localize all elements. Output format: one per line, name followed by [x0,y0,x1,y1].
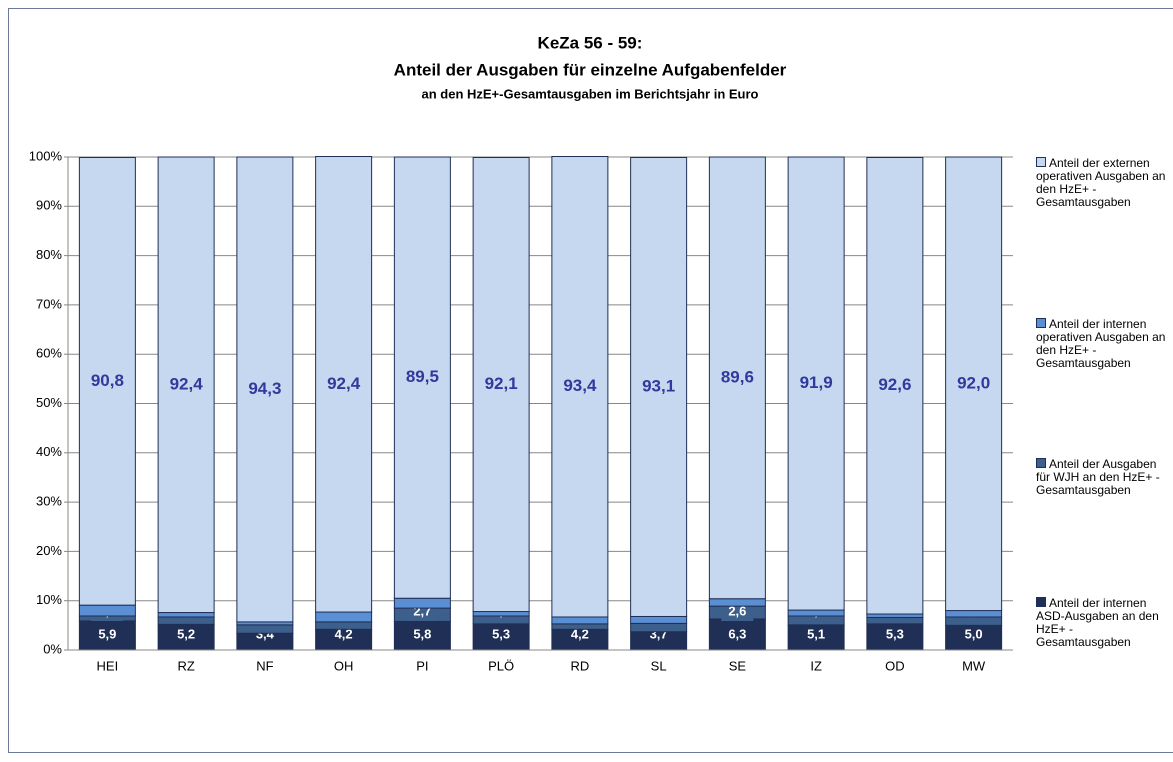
value-label: 90,8 [91,371,124,390]
bar-segment [157,156,215,614]
x-tick-label: PLÖ [488,658,514,673]
bar-segment [236,624,294,634]
value-label: 92,0 [957,373,990,392]
value-label: 5,9 [98,626,116,641]
value-label: 92,6 [878,375,911,394]
value-label-box [485,624,518,644]
y-tick-label: 100% [29,148,63,163]
chart-subtitle: an den HzE+-Gesamtausgaben im Berichtsja… [421,86,758,101]
bar-segment [787,156,845,611]
chart-subtitle: Anteil der Ausgaben für einzelne Aufgabe… [394,60,787,79]
value-label-box [878,624,911,644]
bar-segment [472,156,530,613]
x-tick-label: IZ [810,658,822,673]
bar-segment [866,156,924,615]
x-tick-label: SL [651,658,667,673]
x-tick-label: PI [416,658,428,673]
value-label: 2,6 [728,603,746,618]
bar-segment [315,621,373,630]
bar-segment [315,156,373,613]
x-tick-label: OH [334,658,354,673]
chart-title: KeZa 56 - 59: [538,33,643,52]
value-label-box [91,624,124,644]
value-label: 93,4 [563,376,597,395]
value-label: 5,8 [413,626,431,641]
legend-label: Anteil der Ausgaben für WJH an den HzE+ … [1036,457,1160,497]
legend-item: Anteil der Ausgaben für WJH an den HzE+ … [1036,456,1166,497]
legend-swatch [1036,458,1046,468]
y-tick-label: 30% [36,494,62,509]
value-label: 5,3 [492,626,510,641]
bar-segment [78,156,136,606]
value-label: 89,5 [406,367,439,386]
value-label: 5,2 [177,626,195,641]
bar-segment [78,604,136,617]
y-tick-label: 80% [36,247,62,262]
legend-item: Anteil der externen operativen Ausgaben … [1036,155,1166,209]
legend-swatch [1036,318,1046,328]
legend-label: Anteil der internen operativen Ausgaben … [1036,317,1166,370]
legend-swatch [1036,157,1046,167]
bar-segment [551,623,609,630]
bar-segment [157,612,215,618]
y-tick-label: 0% [43,641,62,656]
y-tick-label: 20% [36,543,62,558]
value-label: 5,1 [807,626,825,641]
y-tick-label: 70% [36,296,62,311]
bar-segment [630,615,688,624]
value-label: 91,9 [800,373,833,392]
bar-segment [551,616,609,625]
value-label-box [406,624,439,644]
value-label: 5,0 [965,626,983,641]
y-tick-label: 90% [36,198,62,213]
legend-item: Anteil der internen ASD-Ausgaben an den … [1036,595,1166,649]
value-label: 92,4 [170,374,204,393]
value-label: 94,3 [248,379,281,398]
x-tick-label: RD [570,658,589,673]
value-label-box [800,624,833,644]
legend-swatch [1036,597,1046,607]
bar-segment [708,156,766,600]
value-label: 93,1 [642,376,675,395]
value-label: 92,1 [485,374,518,393]
value-label: 4,2 [335,626,353,641]
bar-segment [393,156,451,599]
legend-label: Anteil der externen operativen Ausgaben … [1036,156,1166,209]
x-tick-label: NF [256,658,273,673]
bar-segment [945,156,1003,612]
value-label: 89,6 [721,367,754,386]
y-tick-label: 50% [36,395,62,410]
bar-segment [393,597,451,609]
frame [8,8,1173,753]
y-tick-label: 10% [36,592,62,607]
value-label-box [957,624,990,644]
bar-segment [315,611,373,623]
bar-segment [551,156,609,618]
y-tick-label: 40% [36,444,62,459]
y-tick-label: 60% [36,346,62,361]
bar-segment [866,613,924,618]
value-label: 5,3 [886,626,904,641]
bar-segment [945,610,1003,618]
bar-segment [236,156,294,623]
legend-label: Anteil der internen ASD-Ausgaben an den … [1036,596,1159,649]
value-label: 4,2 [571,626,589,641]
bar-segment [630,622,688,633]
value-label: 6,3 [728,626,746,641]
bar-segment [787,609,845,617]
x-tick-label: SE [729,658,747,673]
bar-segment [708,598,766,607]
legend-item: Anteil der internen operativen Ausgaben … [1036,316,1166,370]
x-tick-label: MW [962,658,986,673]
bar-segment [472,611,530,617]
x-tick-label: RZ [177,658,194,673]
value-label-box [721,624,754,644]
x-tick-label: OD [885,658,905,673]
value-label-box [170,624,203,644]
value-label: 92,4 [327,374,361,393]
bar-segment [630,156,688,617]
x-tick-label: HEI [97,658,119,673]
